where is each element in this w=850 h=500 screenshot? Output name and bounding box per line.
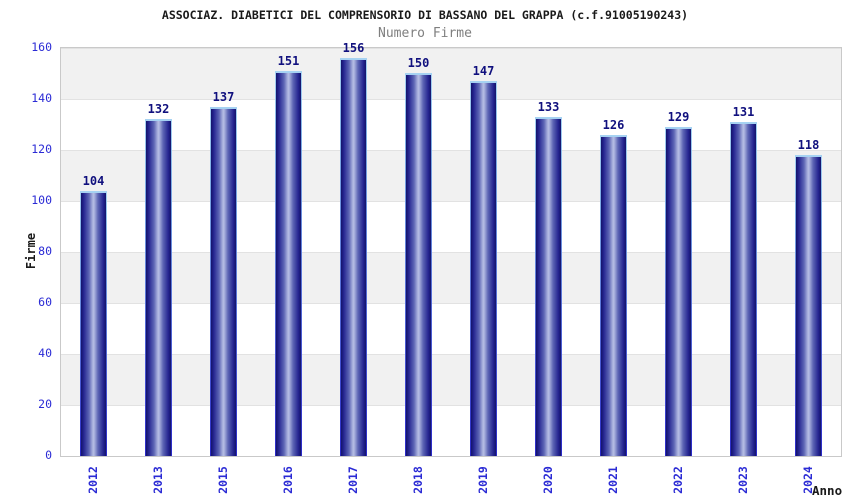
x-tick-label: 2022	[670, 466, 685, 494]
bar-value-label: 133	[537, 100, 560, 114]
chart-title: ASSOCIAZ. DIABETICI DEL COMPRENSORIO DI …	[161, 8, 689, 22]
bar-value-label: 104	[82, 174, 105, 188]
bar-value-label: 118	[797, 138, 820, 152]
bar-2012	[80, 191, 107, 456]
x-tick-label: 2023	[735, 466, 750, 494]
chart-subtitle: Numero Firme	[378, 26, 472, 41]
bar-value-label: 126	[602, 118, 625, 132]
y-tick-label: 100	[31, 193, 52, 207]
bar-value-label: 150	[407, 56, 430, 70]
plot-area: 104 132 137 151 156 150 147 133 126 129 131 118	[60, 41, 842, 457]
bar-2022	[665, 127, 692, 456]
x-tick-label: 2012	[85, 466, 100, 494]
bar-value-label: 131	[732, 105, 755, 119]
bar-2015	[210, 107, 237, 456]
bar-2021	[600, 135, 627, 456]
x-tick-label: 2016	[280, 466, 295, 494]
x-tick-label: 2018	[410, 466, 425, 494]
x-axis-title: Anno	[812, 483, 843, 498]
bar-2024	[795, 155, 822, 456]
y-tick-label: 60	[38, 295, 52, 309]
bar-value-label: 151	[277, 54, 300, 68]
y-tick-label: 20	[38, 397, 52, 411]
y-tick-label: 40	[38, 346, 52, 360]
x-tick-label: 2020	[540, 466, 555, 494]
bar-2020	[535, 117, 562, 456]
y-tick-label: 140	[31, 91, 52, 105]
bar-2023	[730, 122, 757, 456]
y-tick-label: 160	[31, 40, 52, 54]
x-tick-label: 2021	[605, 466, 620, 494]
x-tick-label: 2015	[215, 466, 230, 494]
bar-2018	[405, 73, 432, 456]
x-tick-label: 2017	[345, 466, 360, 494]
y-tick-label: 0	[45, 448, 52, 462]
bar-2013	[145, 119, 172, 456]
bar-value-label: 147	[472, 64, 495, 78]
bar-value-label: 137	[212, 90, 235, 104]
bar-value-label: 129	[667, 110, 690, 124]
x-tick-label: 2013	[150, 466, 165, 494]
y-tick-label: 80	[38, 244, 52, 258]
y-tick-label: 120	[31, 142, 52, 156]
bar-2016	[275, 71, 302, 456]
bar-2017	[340, 58, 367, 456]
bar-value-label: 156	[342, 41, 365, 55]
bar-value-label: 132	[147, 102, 170, 116]
bar-2019	[470, 81, 497, 456]
x-tick-label: 2019	[475, 466, 490, 494]
